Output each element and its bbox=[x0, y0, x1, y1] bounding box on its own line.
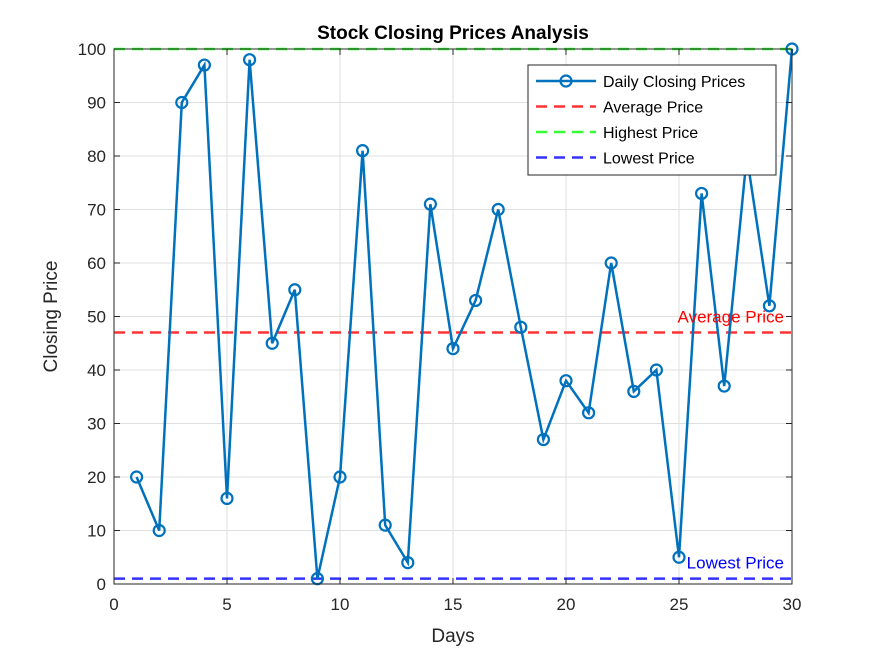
data-point bbox=[627, 384, 641, 398]
data-point bbox=[446, 342, 460, 356]
y-tick-label: 100 bbox=[78, 40, 106, 59]
data-point bbox=[762, 299, 777, 313]
y-axis-label: Closing Price bbox=[41, 261, 62, 373]
data-point bbox=[672, 550, 686, 564]
legend-entry: Lowest Price bbox=[603, 151, 695, 168]
y-tick-label: 30 bbox=[87, 415, 106, 434]
data-point bbox=[649, 363, 664, 377]
data-point bbox=[175, 95, 189, 110]
x-tick-label: 25 bbox=[670, 595, 689, 614]
series-line bbox=[135, 48, 794, 579]
data-point bbox=[604, 256, 618, 270]
ticks: 0 5 10 15 20 25 30 0 10 20 30 40 50 60 70 80 90 100 bbox=[78, 40, 802, 614]
legend-box bbox=[527, 64, 777, 176]
data-point bbox=[423, 197, 437, 211]
data-point bbox=[491, 202, 505, 217]
data-point bbox=[559, 374, 573, 388]
y-tick-label: 10 bbox=[87, 522, 106, 541]
data-point bbox=[514, 320, 528, 334]
legend-entry: Average Price bbox=[603, 100, 703, 117]
data-point bbox=[130, 470, 144, 484]
x-tick-label: 10 bbox=[331, 595, 350, 614]
legend-marker bbox=[559, 74, 573, 88]
data-point bbox=[401, 555, 415, 570]
legend-entry: Highest Price bbox=[603, 125, 698, 142]
y-tick-label: 0 bbox=[97, 575, 106, 594]
data-point bbox=[581, 406, 596, 420]
data-point bbox=[243, 53, 257, 67]
data-point bbox=[288, 283, 302, 297]
y-tick-label: 50 bbox=[87, 308, 106, 327]
annotation-label: Average Price bbox=[678, 308, 784, 327]
data-point bbox=[469, 293, 483, 308]
annotations: Average Price Lowest Price bbox=[678, 308, 784, 573]
data-point bbox=[356, 144, 370, 158]
y-tick-label: 70 bbox=[87, 201, 106, 220]
legend: Daily Closing Prices Average Price Highest… bbox=[527, 64, 777, 176]
y-tick-label: 20 bbox=[87, 468, 106, 487]
data-point bbox=[717, 379, 731, 393]
data-point bbox=[536, 432, 551, 447]
legend-entry: Daily Closing Prices bbox=[603, 74, 745, 91]
data-point bbox=[378, 518, 392, 532]
x-axis-label: Days bbox=[431, 626, 474, 647]
x-tick-label: 20 bbox=[557, 595, 576, 614]
data-point bbox=[197, 58, 211, 72]
data-point bbox=[220, 491, 234, 505]
x-tick-label: 15 bbox=[444, 595, 463, 614]
data-point bbox=[265, 336, 279, 350]
y-tick-label: 80 bbox=[87, 147, 106, 166]
chart-title: Stock Closing Prices Analysis bbox=[317, 23, 589, 44]
x-tick-label: 30 bbox=[783, 595, 802, 614]
data-point bbox=[333, 470, 347, 484]
data-point bbox=[694, 186, 709, 201]
annotation-label: Lowest Price bbox=[687, 554, 784, 573]
x-tick-label: 5 bbox=[222, 595, 231, 614]
x-tick-label: 0 bbox=[109, 595, 118, 614]
y-tick-label: 40 bbox=[87, 361, 106, 380]
data-point bbox=[152, 523, 166, 538]
y-tick-label: 90 bbox=[87, 94, 106, 113]
y-tick-label: 60 bbox=[87, 254, 106, 273]
